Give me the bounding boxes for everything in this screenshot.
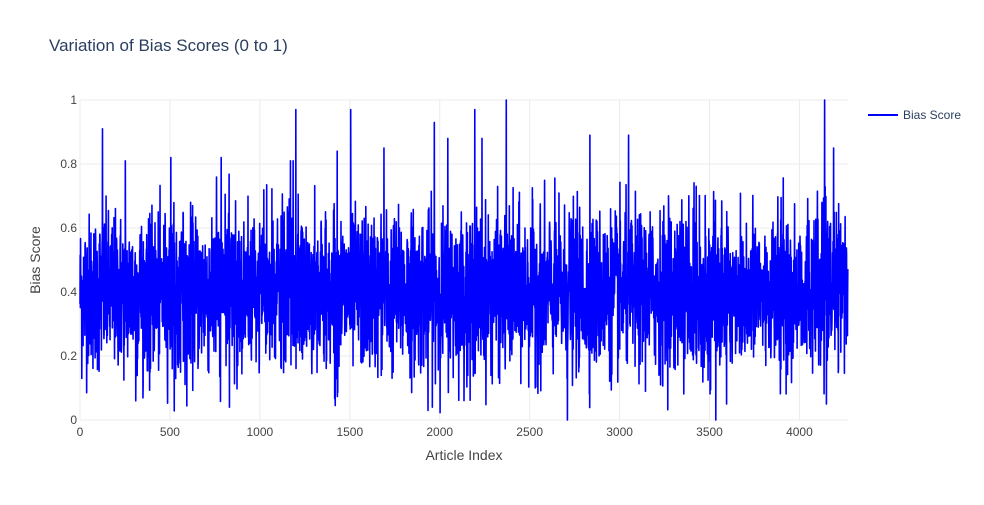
x-tick-label: 0 (77, 425, 84, 439)
x-tick-label: 500 (160, 425, 180, 439)
y-axis-ticks: 0 0.2 0.4 0.6 0.8 1 (60, 93, 77, 427)
x-tick-label: 1500 (336, 425, 363, 439)
series-layer (79, 99, 849, 421)
y-tick-label: 0 (70, 413, 77, 427)
legend-label: Bias Score (903, 108, 961, 122)
x-tick-label: 2500 (516, 425, 543, 439)
chart-title: Variation of Bias Scores (0 to 1) (49, 36, 288, 55)
y-tick-label: 0.4 (60, 285, 77, 299)
y-tick-label: 0.8 (60, 157, 77, 171)
x-axis-title: Article Index (425, 447, 502, 463)
y-tick-label: 0.2 (60, 349, 77, 363)
x-tick-label: 1000 (247, 425, 274, 439)
x-tick-label: 4000 (786, 425, 813, 439)
series-line-bias-score[interactable] (79, 99, 849, 421)
x-axis-ticks: 0 500 1000 1500 2000 2500 3000 3500 4000 (77, 425, 813, 439)
x-tick-label: 2000 (426, 425, 453, 439)
y-axis-title: Bias Score (27, 226, 43, 294)
x-tick-label: 3500 (696, 425, 723, 439)
y-tick-label: 1 (70, 93, 77, 107)
legend[interactable]: Bias Score (868, 108, 961, 122)
x-tick-label: 3000 (606, 425, 633, 439)
y-tick-label: 0.6 (60, 221, 77, 235)
